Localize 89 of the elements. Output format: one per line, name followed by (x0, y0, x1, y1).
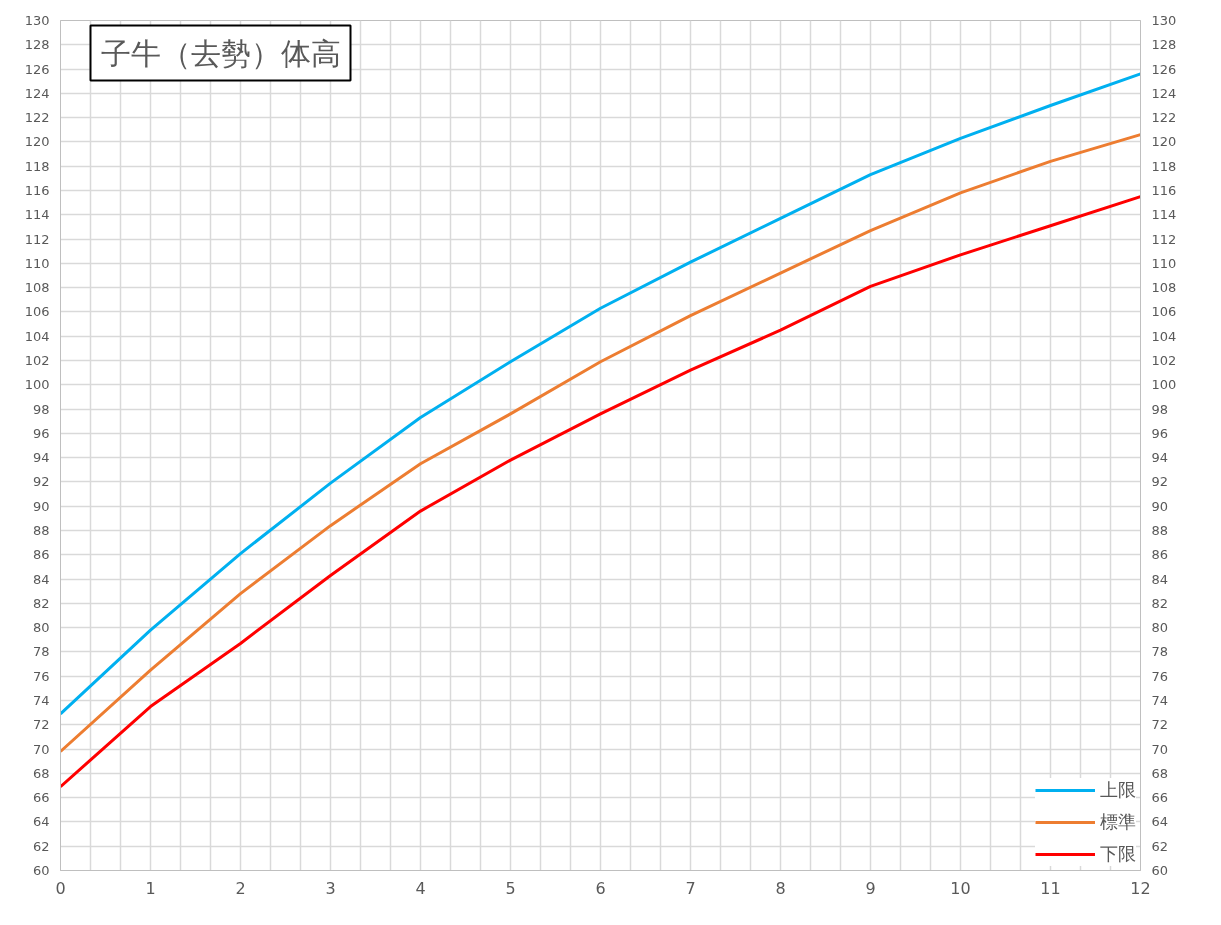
y-tick-label: 64 (32, 814, 50, 830)
y-tick-label: 128 (24, 37, 50, 53)
y2-tick-label: 106 (1151, 304, 1177, 320)
y2-tick-label: 96 (1151, 425, 1169, 441)
legend-label: 標準 (1100, 810, 1136, 834)
y2-tick-label: 82 (1151, 595, 1169, 611)
y-tick-label: 70 (32, 741, 50, 757)
y-tick-label: 116 (24, 183, 50, 198)
y2-tick-label: 126 (1151, 61, 1177, 77)
y2-tick-label: 102 (1151, 353, 1177, 368)
y2-tick-label: 92 (1151, 474, 1169, 490)
y-tick-label: 106 (24, 304, 50, 320)
legend-label: 下限 (1100, 842, 1136, 866)
y-tick-label: 76 (32, 668, 50, 684)
y-tick-label: 108 (24, 280, 50, 296)
y2-tick-label: 68 (1151, 765, 1169, 781)
x-tick-label: 5 (505, 878, 516, 898)
y2-tick-label: 130 (1151, 13, 1177, 28)
y-tick-label: 84 (32, 571, 50, 587)
y-tick-label: 88 (32, 523, 50, 538)
y-tick-label: 120 (24, 134, 50, 150)
x-tick-label: 4 (415, 878, 426, 898)
y-tick-label: 130 (24, 13, 50, 28)
y2-tick-label: 80 (1151, 620, 1169, 636)
y2-tick-label: 66 (1151, 790, 1169, 806)
y2-tick-label: 98 (1151, 401, 1169, 417)
y-tick-label: 110 (24, 255, 50, 271)
x-tick-label: 9 (865, 878, 876, 898)
y2-tick-label: 90 (1151, 498, 1169, 514)
y-tick-label: 100 (24, 377, 50, 393)
y2-tick-label: 62 (1151, 838, 1169, 854)
x-tick-label: 10 (950, 878, 971, 898)
y-tick-label: 66 (32, 790, 50, 806)
y2-tick-label: 116 (1151, 183, 1177, 198)
y-tick-label: 86 (32, 547, 50, 563)
y-tick-label: 98 (32, 401, 50, 417)
y2-tick-label: 88 (1151, 523, 1169, 538)
y2-tick-label: 124 (1151, 85, 1177, 101)
x-tick-label: 12 (1130, 878, 1151, 898)
y2-tick-label: 60 (1151, 863, 1169, 878)
y2-tick-label: 72 (1151, 717, 1169, 733)
y2-tick-label: 108 (1151, 280, 1177, 296)
y2-tick-label: 86 (1151, 547, 1169, 563)
x-tick-label: 6 (595, 878, 606, 898)
y2-tick-label: 104 (1151, 328, 1177, 344)
y2-tick-label: 120 (1151, 134, 1177, 150)
legend-label: 上限 (1100, 778, 1136, 802)
y2-tick-label: 112 (1151, 231, 1177, 247)
y-tick-label: 82 (32, 595, 50, 611)
y2-tick-label: 128 (1151, 37, 1177, 53)
y2-tick-label: 76 (1151, 668, 1169, 684)
y-tick-label: 122 (24, 110, 50, 126)
y-tick-label: 62 (32, 838, 50, 854)
y-tick-label: 104 (24, 328, 50, 344)
y-tick-label: 78 (32, 644, 50, 660)
x-tick-label: 2 (235, 878, 246, 898)
y-tick-label: 60 (32, 863, 50, 878)
y2-tick-label: 122 (1151, 110, 1177, 126)
y-tick-label: 68 (32, 765, 50, 781)
y2-tick-label: 78 (1151, 644, 1169, 660)
x-tick-label: 11 (1040, 878, 1061, 898)
y2-tick-label: 94 (1151, 450, 1169, 466)
y-tick-label: 118 (24, 158, 50, 174)
text: 子牛（去勢）体高 (100, 35, 341, 71)
y2-tick-label: 84 (1151, 571, 1169, 587)
y-tick-label: 112 (24, 231, 50, 247)
y-tick-label: 72 (32, 717, 50, 733)
y-tick-label: 90 (32, 498, 50, 514)
y-tick-label: 124 (24, 85, 50, 101)
y2-tick-label: 74 (1151, 693, 1169, 708)
y-tick-label: 126 (24, 61, 50, 77)
y2-tick-label: 100 (1151, 377, 1177, 393)
y-tick-label: 92 (32, 474, 50, 490)
y-tick-label: 94 (32, 450, 50, 466)
y2-tick-label: 64 (1151, 814, 1169, 830)
x-tick-label: 8 (775, 878, 786, 898)
y2-tick-label: 114 (1151, 207, 1177, 223)
x-tick-label: 7 (685, 878, 696, 898)
y-tick-label: 74 (32, 693, 50, 708)
y2-tick-label: 70 (1151, 741, 1169, 757)
y-tick-label: 102 (24, 353, 50, 368)
y2-tick-label: 110 (1151, 255, 1177, 271)
x-tick-label: 0 (55, 878, 66, 898)
y-tick-label: 96 (32, 425, 50, 441)
x-tick-label: 3 (325, 878, 336, 898)
y-tick-label: 80 (32, 620, 50, 636)
y-tick-label: 114 (24, 207, 50, 223)
x-tick-label: 1 (145, 878, 156, 898)
y2-tick-label: 118 (1151, 158, 1177, 174)
